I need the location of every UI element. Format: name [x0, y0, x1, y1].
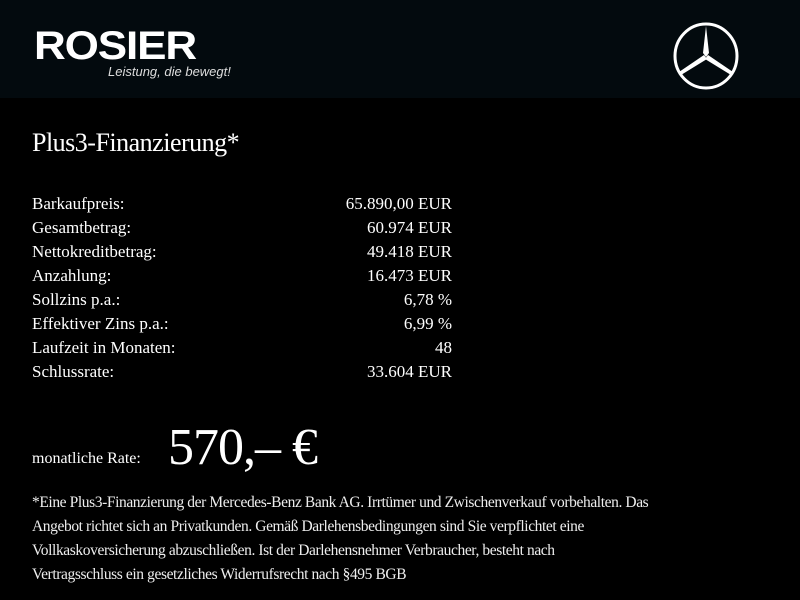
page-title: Plus3-Finanzierung*	[32, 128, 240, 157]
row-value: 16.473 EUR	[367, 266, 452, 285]
row-value: 65.890,00 EUR	[345, 194, 452, 213]
table-row: Gesamtbetrag: 60.974 EUR	[32, 216, 452, 240]
row-label: Gesamtbetrag:	[32, 218, 132, 237]
monthly-rate-value: 570,– €	[168, 419, 318, 476]
row-label: Schlussrate:	[32, 362, 115, 381]
row-label: Anzahlung:	[32, 266, 112, 285]
footnote: *Eine Plus3-Finanzierung der Mercedes-Be…	[32, 491, 772, 587]
financing-table: Barkaufpreis: 65.890,00 EUR Gesamtbetrag:…	[32, 192, 452, 384]
table-row: Schlussrate: 33.604 EUR	[32, 360, 452, 384]
row-label: Laufzeit in Monaten:	[32, 338, 176, 357]
table-row: Sollzins p.a.: 6,78 %	[32, 288, 452, 312]
row-label: Effektiver Zins p.a.:	[32, 314, 169, 333]
table-row: Barkaufpreis: 65.890,00 EUR	[32, 192, 452, 216]
table-row: Nettokreditbetrag: 49.418 EUR	[32, 240, 452, 264]
footnote-line: Angebot richtet sich an Privatkunden. Ge…	[32, 518, 585, 535]
row-value: 6,99 %	[403, 314, 452, 333]
slogan: Leistung, die bewegt!	[108, 64, 231, 79]
table-row: Anzahlung: 16.473 EUR	[32, 264, 452, 288]
footnote-line: Vollkaskoversicherung abzuschließen. Ist…	[32, 542, 555, 559]
row-label: Nettokreditbetrag:	[32, 242, 157, 261]
row-value: 48	[435, 338, 452, 357]
row-label: Sollzins p.a.:	[32, 290, 121, 309]
rosier-logo: ROSIER	[34, 24, 197, 68]
mercedes-star-icon	[673, 22, 739, 90]
row-value: 49.418 EUR	[367, 242, 452, 261]
row-value: 60.974 EUR	[367, 218, 452, 237]
footnote-line: Vertragsschluss ein gesetzliches Widerru…	[32, 566, 407, 583]
row-value: 33.604 EUR	[367, 362, 452, 381]
row-value: 6,78 %	[403, 290, 452, 309]
row-label: Barkaufpreis:	[32, 194, 125, 213]
header: ROSIER Leistung, die bewegt!	[0, 0, 800, 98]
table-row: Laufzeit in Monaten: 48	[32, 336, 452, 360]
monthly-rate-label: monatliche Rate:	[32, 450, 141, 467]
footnote-line: *Eine Plus3-Finanzierung der Mercedes-Be…	[32, 494, 649, 511]
table-row: Effektiver Zins p.a.: 6,99 %	[32, 312, 452, 336]
